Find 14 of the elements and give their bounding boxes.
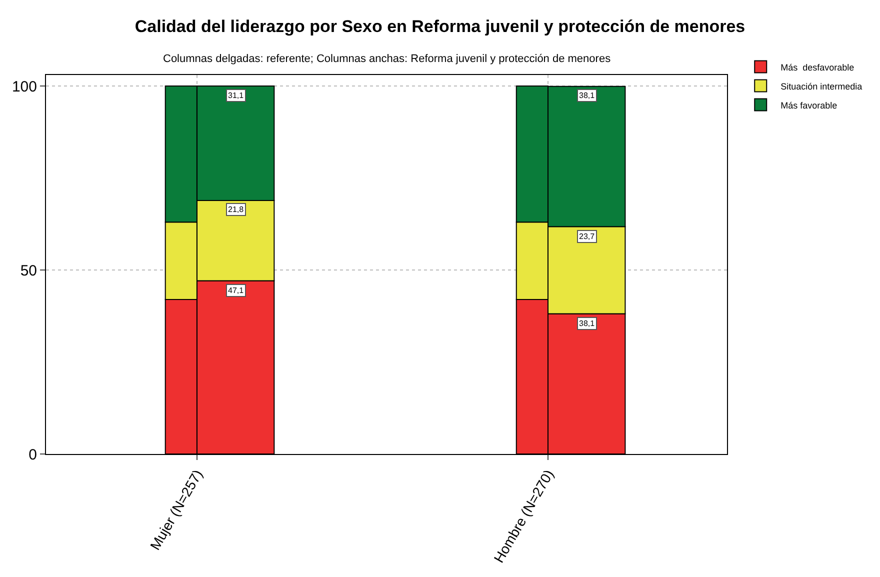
data-label: 38,1 <box>579 91 596 100</box>
data-label: 23,7 <box>579 232 596 241</box>
data-label: 38,1 <box>579 319 596 328</box>
legend-label: Más desfavorable <box>780 62 854 72</box>
legend-label: Más favorable <box>780 100 838 110</box>
legend-label: Situación intermedia <box>780 81 862 92</box>
y-tick-label: 0 <box>28 446 37 464</box>
data-label: 47,1 <box>228 286 244 295</box>
y-tick-label: 100 <box>12 78 37 96</box>
chart-subtitle: Columnas delgadas: referente; Columnas anchas: Reforma juvenil y protección de menores <box>163 53 612 65</box>
data-label: 31,1 <box>228 91 244 100</box>
data-label: 21,8 <box>228 205 244 214</box>
y-tick-label: 50 <box>20 262 37 280</box>
chart-title: Calidad del liderazgo por Sexo en Reforma juvenil y protección de menores <box>134 17 746 36</box>
